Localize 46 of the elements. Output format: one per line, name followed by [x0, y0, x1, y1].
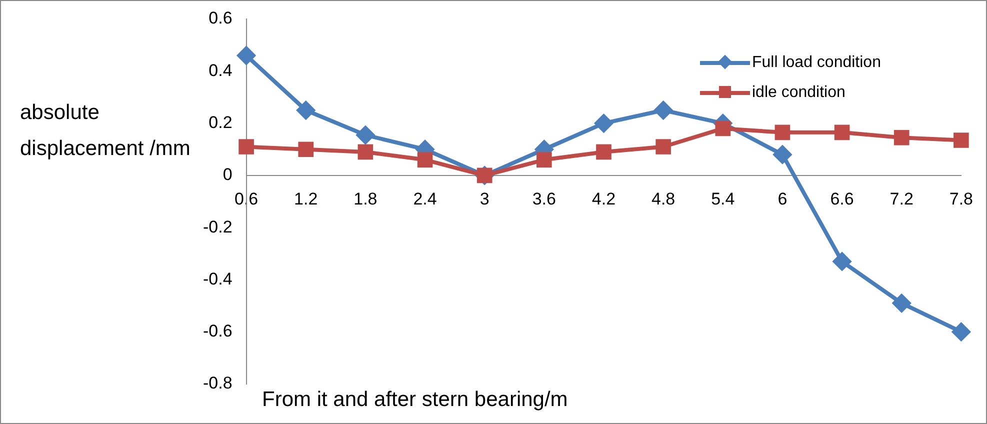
- point: [952, 322, 970, 341]
- x-tick-label: 3: [480, 189, 490, 208]
- legend-label: idle condition: [752, 84, 846, 102]
- point: [654, 101, 672, 120]
- y-tick-label: 0.2: [208, 112, 232, 132]
- x-axis-title: From it and after stern bearing/m: [262, 388, 568, 412]
- x-tick-label: 3.6: [532, 189, 556, 208]
- y-tick-label: 0.4: [208, 60, 232, 80]
- x-tick-label: 7.2: [890, 189, 914, 208]
- point: [894, 130, 910, 146]
- point: [238, 139, 254, 154]
- point: [356, 126, 374, 144]
- y-tick-label: -0.8: [202, 374, 232, 393]
- point: [596, 144, 612, 160]
- legend-label: Full load condition: [752, 54, 881, 72]
- x-tick-label: 5.4: [711, 189, 735, 208]
- y-axis-title: absolute displacement /mm: [20, 101, 190, 160]
- point: [833, 252, 852, 270]
- x-tick-label: 4.2: [592, 189, 616, 208]
- y-tick-label: -0.6: [202, 322, 232, 341]
- x-tick-label: 4.8: [651, 189, 676, 208]
- point: [298, 142, 314, 158]
- x-tick-label: 7.8: [949, 189, 974, 208]
- point: [536, 152, 552, 168]
- x-tick-label: 6: [778, 189, 788, 208]
- point: [358, 144, 374, 160]
- point: [237, 46, 256, 64]
- point: [417, 152, 433, 168]
- x-tick-label: 1.8: [354, 189, 378, 208]
- y-tick-label: -0.4: [202, 269, 232, 288]
- x-tick-label: 1.2: [294, 189, 318, 208]
- x-tick-label: 6.6: [830, 189, 854, 208]
- point: [773, 146, 792, 164]
- point: [296, 101, 315, 120]
- y-tick-label: 0: [222, 165, 232, 184]
- x-tick-label: 2.4: [413, 189, 437, 208]
- point: [834, 124, 850, 140]
- point: [774, 124, 790, 140]
- point: [594, 114, 613, 132]
- y-tick-label: 0.6: [208, 8, 232, 28]
- y-tick-label: -0.2: [202, 217, 232, 236]
- point: [892, 294, 911, 312]
- x-tick-label: 0.6: [234, 189, 258, 208]
- point: [954, 132, 969, 148]
- point: [715, 120, 731, 136]
- point: [656, 139, 671, 154]
